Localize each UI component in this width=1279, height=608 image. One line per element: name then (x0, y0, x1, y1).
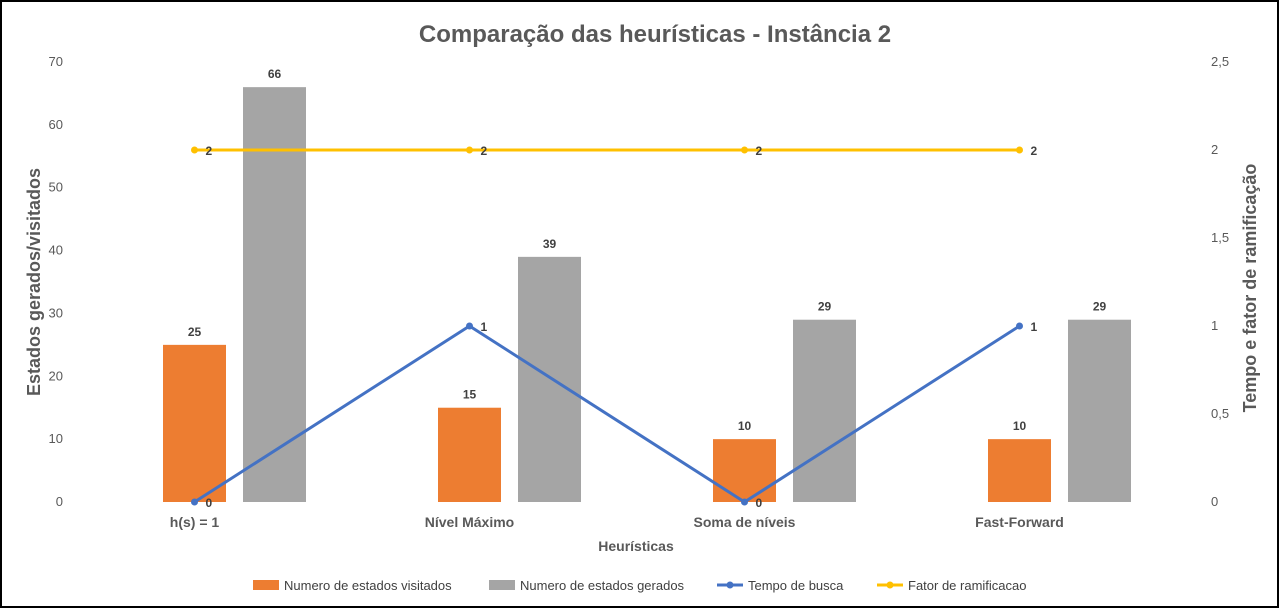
x-axis-ticks: h(s) = 1 Nível Máximo Soma de níveis Fast-F… (170, 514, 1064, 530)
line-data-label: 0 (206, 496, 213, 510)
line-data-label: 1 (481, 320, 488, 334)
y-tick-label: 0 (56, 494, 63, 509)
bar-data-label: 15 (463, 388, 477, 402)
y2-axis-title: Tempo e fator de ramificação (1240, 164, 1260, 413)
bar-data-label: 10 (738, 419, 752, 433)
line-data-label: 1 (1031, 320, 1038, 334)
legend-marker (886, 581, 894, 589)
bar-series (163, 87, 1131, 503)
y-tick-label: 40 (49, 243, 63, 258)
bar-data-label: 25 (188, 325, 202, 339)
bar-data-label: 29 (1093, 300, 1107, 314)
y2-tick-label: 1,5 (1211, 230, 1229, 245)
x-tick-label: Soma de níveis (694, 514, 796, 530)
bar-data-label: 66 (268, 67, 282, 81)
line-data-label: 2 (1031, 144, 1038, 158)
y-tick-label: 30 (49, 305, 63, 320)
bar (438, 407, 501, 502)
y-tick-label: 10 (49, 431, 63, 446)
chart-title: Comparação das heurísticas - Instância 2 (419, 21, 891, 48)
x-tick-label: h(s) = 1 (170, 514, 220, 530)
line-data-label: 2 (206, 144, 213, 158)
line-data-label: 2 (481, 144, 488, 158)
y2-tick-label: 2,5 (1211, 54, 1229, 69)
bar-data-label: 29 (818, 300, 832, 314)
x-tick-label: Nível Máximo (425, 514, 514, 530)
line-point (1016, 322, 1023, 330)
x-axis-title: Heurísticas (598, 538, 674, 554)
line-point (466, 146, 473, 154)
y-tick-label: 60 (49, 117, 63, 132)
y-axis-title: Estados gerados/visitados (24, 168, 44, 396)
x-tick-label: Fast-Forward (975, 514, 1064, 530)
y2-tick-label: 0 (1211, 494, 1218, 509)
line-point (1016, 146, 1023, 154)
y-tick-label: 20 (49, 368, 63, 383)
legend-label: Tempo de busca (748, 578, 844, 593)
legend-label: Fator de ramificacao (908, 578, 1027, 593)
y2-axis-ticks: 0 0,5 1 1,5 2 2,5 (1211, 54, 1229, 509)
bar-data-label: 10 (1013, 419, 1027, 433)
bar (713, 439, 776, 502)
line-point (741, 498, 748, 506)
series-line (193, 324, 1021, 504)
line-point (466, 322, 473, 330)
line-point (191, 146, 198, 154)
legend-swatch (253, 580, 279, 590)
line-point (191, 498, 198, 506)
legend-swatch (489, 580, 515, 590)
bar (163, 344, 226, 502)
bar (1068, 319, 1131, 502)
y2-tick-label: 2 (1211, 142, 1218, 157)
bar (243, 87, 306, 503)
bar (988, 439, 1051, 502)
y2-tick-label: 1 (1211, 318, 1218, 333)
line-data-label: 0 (756, 496, 763, 510)
y-tick-label: 50 (49, 180, 63, 195)
y-axis-ticks: 0 10 20 30 40 50 60 70 (49, 54, 63, 509)
y-tick-label: 70 (49, 54, 63, 69)
bar (518, 256, 581, 502)
legend-marker (726, 581, 734, 589)
bar-data-label: 39 (543, 237, 557, 251)
line-point (741, 146, 748, 154)
legend-label: Numero de estados visitados (284, 578, 452, 593)
legend-label: Numero de estados gerados (520, 578, 685, 593)
bar (793, 319, 856, 502)
legend: Numero de estados visitados Numero de est… (253, 578, 1027, 593)
line-series (191, 146, 1023, 506)
line-data-label: 2 (756, 144, 763, 158)
y2-tick-label: 0,5 (1211, 406, 1229, 421)
